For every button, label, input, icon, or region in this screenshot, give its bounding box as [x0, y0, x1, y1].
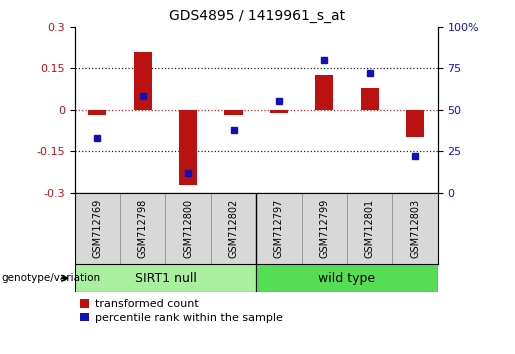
Bar	[360, 87, 379, 110]
Text: GSM712798: GSM712798	[138, 199, 148, 258]
Text: GSM712799: GSM712799	[319, 199, 329, 258]
Bar	[270, 110, 288, 113]
Bar	[315, 75, 333, 110]
Bar	[120, 193, 165, 264]
Bar	[179, 110, 197, 185]
Text: GSM712803: GSM712803	[410, 199, 420, 258]
Text: GSM712801: GSM712801	[365, 199, 375, 258]
Text: genotype/variation: genotype/variation	[2, 273, 100, 283]
Bar	[165, 193, 211, 264]
Legend: transformed count, percentile rank within the sample: transformed count, percentile rank withi…	[80, 299, 283, 323]
Bar	[75, 193, 120, 264]
Bar	[75, 264, 256, 292]
Bar	[406, 110, 424, 137]
Bar	[256, 193, 302, 264]
Bar	[211, 193, 256, 264]
Text: wild type: wild type	[318, 272, 375, 285]
Bar	[347, 193, 392, 264]
Text: SIRT1 null: SIRT1 null	[134, 272, 196, 285]
Bar	[134, 51, 152, 110]
Bar	[88, 110, 107, 115]
Bar	[392, 193, 438, 264]
Bar	[225, 110, 243, 115]
Text: GSM712797: GSM712797	[274, 199, 284, 258]
Text: GSM712800: GSM712800	[183, 199, 193, 258]
Bar	[256, 264, 438, 292]
Bar	[302, 193, 347, 264]
Text: GDS4895 / 1419961_s_at: GDS4895 / 1419961_s_at	[169, 9, 346, 23]
Text: GSM712769: GSM712769	[92, 199, 102, 258]
Text: GSM712802: GSM712802	[229, 199, 238, 258]
